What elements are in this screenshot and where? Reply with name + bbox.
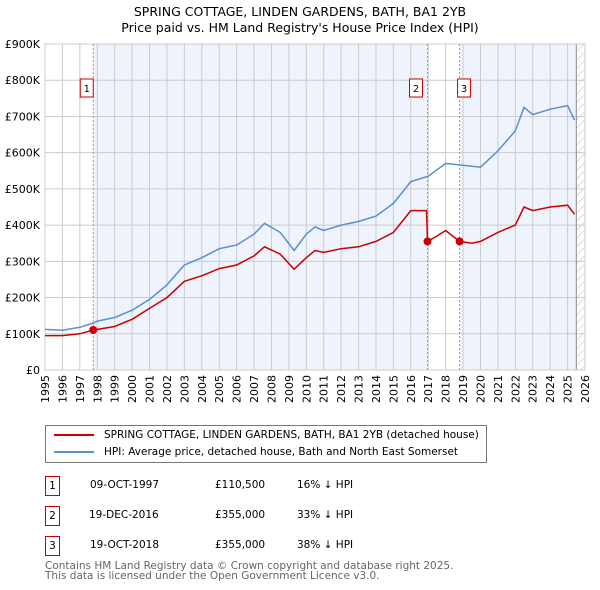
sale-marker: 2: [45, 506, 60, 526]
x-tick-label: 2000: [126, 375, 139, 403]
x-tick-label: 2005: [213, 375, 226, 403]
x-tick-label: 2004: [196, 375, 209, 403]
legend: SPRING COTTAGE, LINDEN GARDENS, BATH, BA…: [45, 425, 487, 463]
y-tick-label: £900K: [5, 38, 41, 51]
shaded-region: [459, 44, 577, 370]
sale-hpi: 33% ↓ HPI: [297, 509, 354, 521]
sale-hpi: 16% ↓ HPI: [297, 479, 354, 491]
x-tick-label: 2023: [527, 375, 540, 403]
y-tick-label: £500K: [5, 183, 41, 196]
sale-marker: 1: [45, 476, 60, 496]
y-tick-label: £800K: [5, 74, 41, 87]
x-tick-label: 2025: [562, 375, 575, 403]
x-tick-label: 2001: [144, 375, 157, 403]
x-tick-label: 2003: [178, 375, 191, 403]
series-line: [45, 204, 576, 337]
legend-label: HPI: Average price, detached house, Bath…: [104, 446, 459, 458]
sale-price: £355,000: [215, 539, 266, 551]
legend-line-red: [54, 434, 94, 436]
x-tick-label: 2017: [422, 375, 435, 403]
sale-label: 2: [413, 84, 419, 95]
sale-point: [455, 237, 464, 246]
x-tick-label: 2007: [248, 375, 261, 403]
x-tick-label: 1997: [74, 375, 87, 403]
sale-hpi: 38% ↓ HPI: [297, 539, 354, 551]
x-tick-label: 2018: [440, 375, 453, 403]
sale-date: 19-DEC-2016: [89, 509, 159, 521]
y-tick-label: £0: [26, 364, 40, 377]
y-tick-label: £100K: [5, 328, 41, 341]
x-tick-label: 2010: [300, 375, 313, 403]
y-tick-label: £400K: [5, 219, 41, 232]
sale-label-box: [457, 78, 472, 98]
x-tick-label: 2019: [457, 375, 470, 403]
sale-point: [423, 237, 432, 246]
chart-title: SPRING COTTAGE, LINDEN GARDENS, BATH, BA…: [0, 4, 600, 36]
sale-marker: 3: [45, 536, 60, 556]
footer-copyright: Contains HM Land Registry data © Crown c…: [45, 560, 454, 572]
x-tick-label: 2021: [492, 375, 505, 403]
title: SPRING COTTAGE, LINDEN GARDENS, BATH, BA…: [133, 4, 467, 19]
x-tick-label: 2015: [387, 375, 400, 403]
x-tick-label: 1995: [39, 375, 52, 403]
x-tick-label: 2016: [405, 375, 418, 403]
sale-price: £110,500: [215, 479, 266, 491]
y-tick-label: £700K: [5, 110, 41, 123]
y-tick-label: £600K: [5, 147, 41, 160]
legend-item-property: SPRING COTTAGE, LINDEN GARDENS, BATH, BA…: [54, 429, 479, 441]
x-tick-label: 2002: [161, 375, 174, 403]
x-tick-label: 1999: [109, 375, 122, 403]
x-tick-label: 2008: [265, 375, 278, 403]
x-tick-label: 1998: [91, 375, 104, 403]
sale-label-box: [79, 78, 94, 98]
x-tick-label: 2012: [335, 375, 348, 403]
footer: Contains HM Land Registry data © Crown c…: [45, 560, 454, 582]
sale-date: 09-OCT-1997: [90, 479, 159, 491]
footer-licence: This data is licensed under the Open Gov…: [45, 570, 380, 582]
sale-label-box: [409, 78, 424, 98]
x-tick-label: 2022: [509, 375, 522, 403]
sale-label: 3: [461, 84, 467, 95]
y-tick-label: £200K: [5, 292, 41, 305]
shaded-region: [93, 44, 428, 370]
x-tick-label: 2006: [231, 375, 244, 403]
future-hatch: [576, 44, 585, 370]
legend-label: SPRING COTTAGE, LINDEN GARDENS, BATH, BA…: [104, 429, 479, 441]
legend-line-blue: [54, 451, 94, 453]
x-tick-label: 2014: [370, 375, 383, 403]
price-chart: 1995 1996 1997 1998 1999 2000 2001 2002 2003 2004…: [5, 38, 592, 403]
x-tick-label: 2009: [283, 375, 296, 403]
x-tick-label: 2026: [579, 375, 592, 403]
sale-label: 1: [84, 84, 90, 95]
plot-border: [44, 43, 586, 371]
sale-date: 19-OCT-2018: [90, 539, 159, 551]
sale-price: £355,000: [215, 509, 266, 521]
sale-point: [89, 325, 98, 334]
subtitle: Price paid vs. HM Land Registry's House …: [121, 20, 479, 35]
series-line: [44, 104, 576, 331]
x-tick-label: 1996: [56, 375, 69, 403]
x-tick-label: 2011: [318, 375, 331, 403]
x-tick-label: 2024: [544, 375, 557, 403]
x-tick-label: 2020: [474, 375, 487, 403]
x-tick-label: 2013: [353, 375, 366, 403]
y-tick-label: £300K: [5, 255, 41, 268]
legend-item-hpi: HPI: Average price, detached house, Bath…: [54, 446, 458, 458]
